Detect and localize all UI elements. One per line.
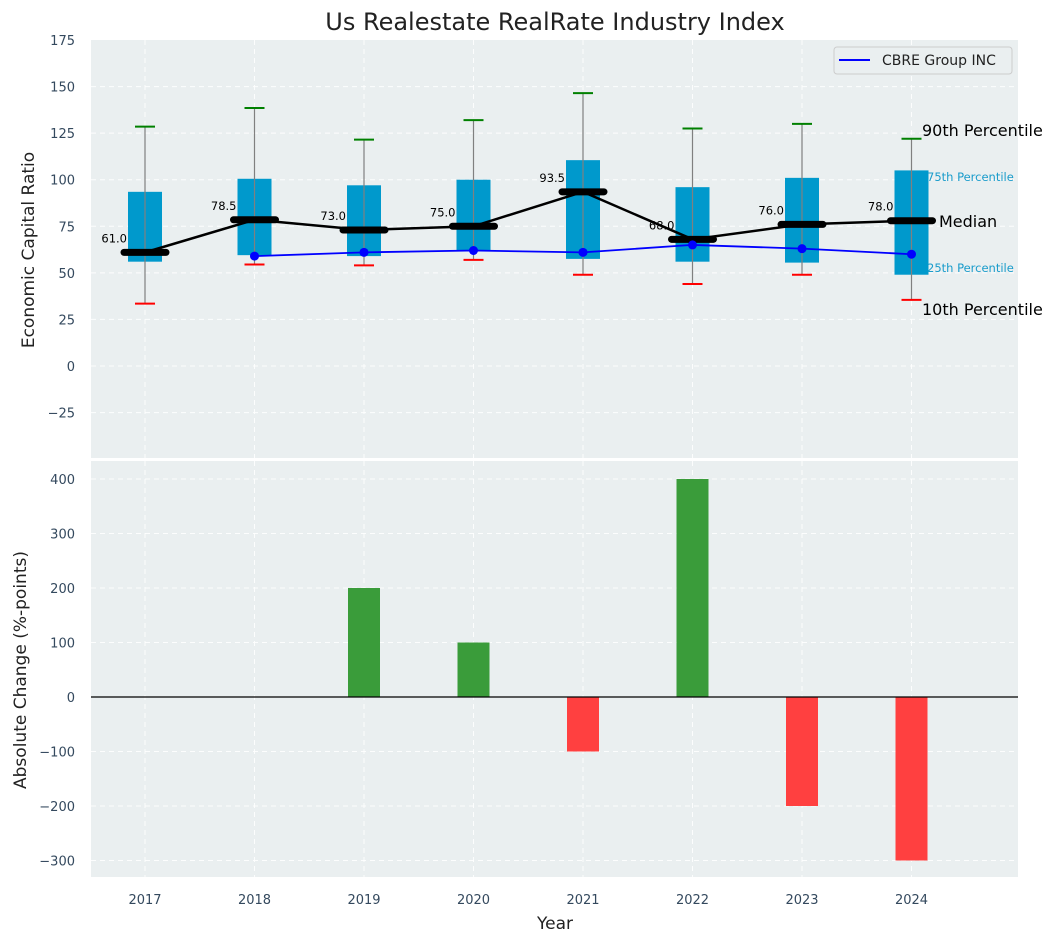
- bars: [91, 479, 1018, 861]
- bar-2023: [786, 697, 818, 806]
- median-label-2019: 73.0: [320, 209, 346, 223]
- percentile-annotations: 90th Percentile 75th Percentile Median 2…: [922, 121, 1043, 319]
- x-tick-label: 2024: [895, 893, 928, 908]
- bottom-y-axis-title: Absolute Change (%-points): [11, 551, 31, 789]
- bottom-y-tick-label: 200: [50, 582, 75, 597]
- top-y-tick-label: 125: [50, 127, 75, 142]
- cbre-point-2020: [469, 246, 478, 256]
- bottom-y-tick-label: −100: [39, 746, 75, 761]
- top-y-tick-label: 150: [50, 81, 75, 96]
- top-y-tick-label: 100: [50, 174, 75, 189]
- x-tick-label: 2019: [347, 893, 380, 908]
- cbre-point-2019: [359, 247, 369, 257]
- bottom-y-tick-label: 0: [67, 691, 75, 706]
- top-y-tick-label: 50: [58, 267, 75, 282]
- cbre-point-2024: [907, 249, 916, 259]
- chart-title: Us Realestate RealRate Industry Index: [325, 8, 784, 36]
- cbre-point-2018: [250, 251, 259, 261]
- top-y-axis-title: Economic Capital Ratio: [19, 152, 39, 348]
- median-label-2021: 93.5: [539, 171, 565, 185]
- bottom-y-tick-label: −300: [39, 855, 75, 870]
- legend-label-cbre: CBRE Group INC: [882, 53, 996, 69]
- cbre-point-2021: [578, 247, 588, 257]
- bar-2024: [895, 697, 928, 861]
- x-tick-label: 2017: [128, 893, 161, 908]
- top-y-tick-label: 0: [67, 360, 75, 375]
- legend-box: [833, 46, 1013, 75]
- x-tick-label: 2020: [457, 893, 490, 908]
- median-label-2018: 78.5: [211, 199, 237, 213]
- median-label-2017: 61.0: [101, 231, 127, 245]
- bar-2021: [567, 697, 599, 752]
- annotation-median: Median: [939, 212, 997, 231]
- bottom-y-tick-label: 100: [50, 637, 75, 652]
- annotation-p75: 75th Percentile: [927, 170, 1014, 184]
- median-label-2022: 68.0: [649, 218, 675, 232]
- x-tick-label: 2022: [676, 893, 709, 908]
- bar-2020: [457, 642, 490, 697]
- x-ticks: 2017 2018 2019 2020 2021 2022 2023 2024: [128, 893, 928, 908]
- x-tick-label: 2018: [238, 893, 271, 908]
- top-y-tick-label: 25: [58, 313, 75, 328]
- x-tick-label: 2021: [566, 893, 599, 908]
- x-tick-label: 2023: [785, 893, 818, 908]
- bottom-panel: [91, 461, 1018, 877]
- median-label-2020: 75.0: [430, 205, 456, 219]
- bottom-y-tick-label: 400: [50, 473, 75, 488]
- top-y-tick-label: 175: [50, 34, 75, 49]
- median-label-2023: 76.0: [758, 203, 784, 217]
- annotation-p10: 10th Percentile: [922, 300, 1043, 319]
- bottom-y-tick-label: 300: [50, 528, 75, 543]
- bottom-y-ticks: −300 −200 −100 0 100 200 300 400: [39, 473, 75, 870]
- bottom-grid: [91, 461, 1018, 877]
- top-panel: [91, 40, 1018, 458]
- cbre-point-2023: [797, 244, 807, 254]
- median-label-2024: 78.0: [868, 200, 894, 214]
- top-y-tick-label: −25: [48, 407, 75, 422]
- boxes: 61.0 78.5 73.0 75.0 93.5 68.0 76.0 78.0: [101, 92, 936, 305]
- annotation-p25: 25th Percentile: [927, 261, 1014, 275]
- bottom-y-tick-label: −200: [39, 800, 75, 815]
- x-axis-title: Year: [536, 914, 573, 934]
- annotation-p90: 90th Percentile: [922, 121, 1043, 140]
- bar-2022: [676, 479, 709, 697]
- legend: CBRE Group INC: [833, 46, 1013, 75]
- top-y-ticks: −25 0 25 50 75 100 125 150 175: [48, 34, 75, 422]
- cbre-point-2022: [688, 240, 697, 250]
- top-y-tick-label: 75: [58, 220, 75, 235]
- bar-2019: [348, 588, 380, 697]
